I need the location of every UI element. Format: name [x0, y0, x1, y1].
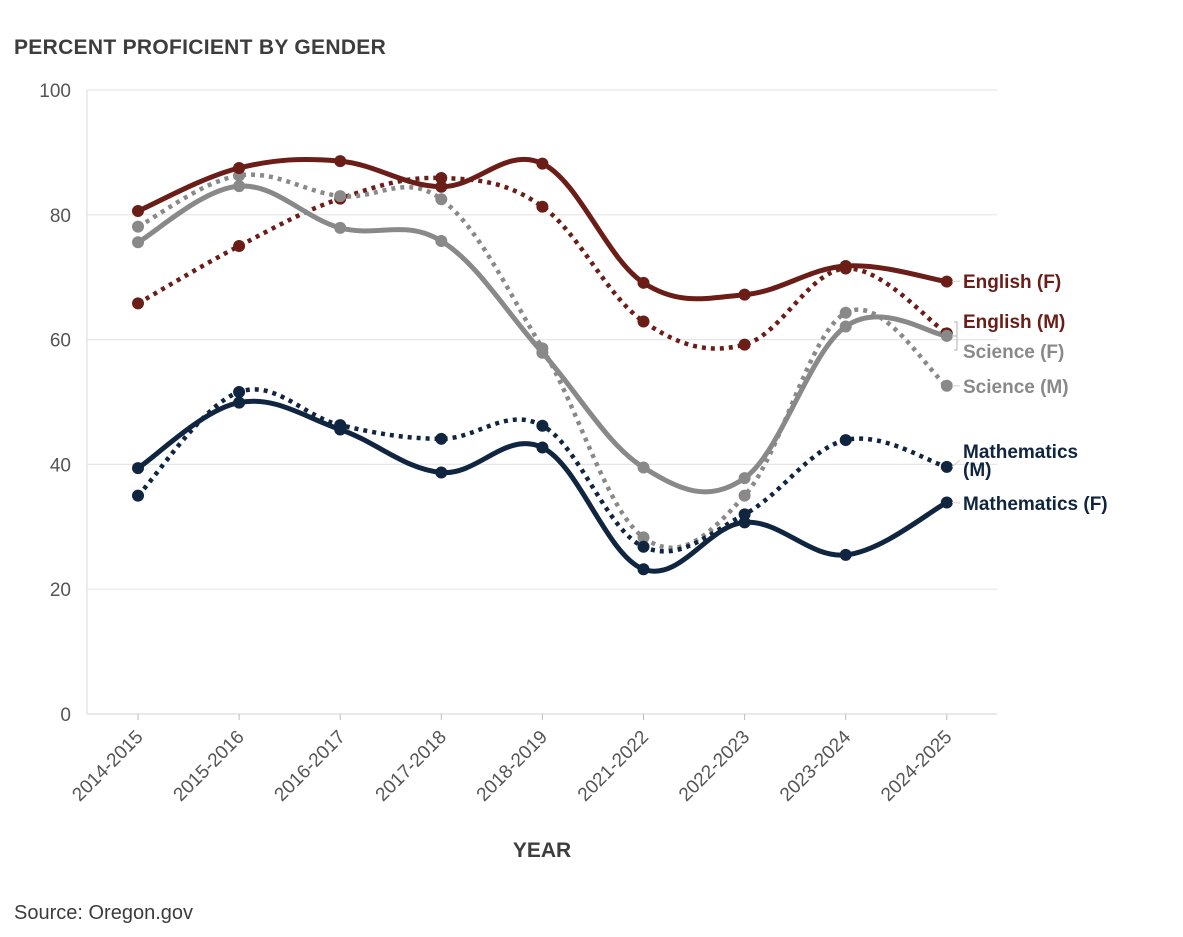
x-tick-label: 2022-2023	[675, 727, 754, 806]
data-point-mathematics-f	[940, 496, 953, 509]
data-point-english-m	[738, 338, 751, 351]
data-point-english-f	[435, 180, 448, 193]
series-label-english-m: English (M)	[963, 312, 1065, 333]
data-point-mathematics-m	[435, 432, 448, 445]
x-tick-label: 2024-2025	[877, 727, 956, 806]
data-point-english-f	[738, 288, 751, 301]
label-leader-line	[951, 501, 961, 504]
data-point-mathematics-m	[839, 434, 852, 447]
series-label-mathematics-m: Mathematics (M)	[963, 442, 1078, 481]
y-tick-label: 40	[50, 455, 71, 476]
data-point-science-f	[334, 221, 347, 234]
y-tick-label: 60	[50, 331, 71, 352]
data-point-science-m	[435, 193, 448, 206]
series-label-line: English (M)	[963, 312, 1065, 333]
data-point-science-m	[738, 489, 751, 502]
source-note: Source: Oregon.gov	[14, 902, 193, 924]
data-point-mathematics-f	[334, 423, 347, 436]
series-labels: English (F) English (M) Science (F) Science…	[951, 272, 1108, 515]
data-point-english-f	[536, 157, 549, 170]
series-label-line: Science (M)	[963, 377, 1069, 398]
data-point-english-f	[839, 259, 852, 272]
series-label-line: Mathematics (F)	[963, 494, 1108, 515]
x-tick-label: 2018-2019	[473, 727, 552, 806]
data-point-english-m	[132, 297, 144, 310]
data-point-english-f	[233, 162, 246, 174]
series-label-science-m: Science (M)	[963, 377, 1069, 398]
series-line-mathematics-m	[136, 387, 948, 554]
label-bracket	[952, 321, 958, 351]
data-point-mathematics-f	[637, 563, 650, 576]
series-label-line: English (F)	[963, 272, 1061, 293]
data-point-science-m	[637, 531, 650, 544]
y-tick-label: 80	[50, 206, 71, 227]
data-point-science-f	[940, 329, 953, 342]
x-tick-label: 2023-2024	[776, 726, 855, 805]
data-point-science-f	[536, 346, 549, 359]
data-point-mathematics-f	[738, 516, 751, 529]
data-point-science-f	[435, 235, 448, 248]
data-point-science-f	[839, 320, 852, 333]
x-tick-label: 2015-2016	[170, 727, 249, 806]
data-point-english-f	[637, 276, 650, 289]
series-label-english-f: English (F)	[963, 272, 1061, 293]
data-points	[132, 155, 953, 576]
series-label-mathematics-f: Mathematics (F)	[963, 494, 1108, 515]
data-point-science-m	[334, 190, 347, 203]
x-tick-label: 2016-2017	[271, 727, 350, 806]
data-point-english-f	[132, 205, 144, 218]
data-point-science-m	[839, 306, 852, 319]
chart-title: PERCENT PROFICIENT BY GENDER	[14, 36, 387, 59]
data-point-mathematics-f	[839, 548, 852, 561]
data-point-mathematics-m	[233, 386, 246, 399]
series-label-line: Science (F)	[963, 342, 1064, 363]
y-tick-label: 100	[39, 81, 71, 102]
x-axis-title: YEAR	[513, 839, 571, 862]
data-point-english-m	[233, 240, 246, 252]
data-point-mathematics-f	[435, 466, 448, 479]
series-lines	[136, 156, 949, 574]
data-point-mathematics-f	[233, 396, 246, 409]
data-point-science-m	[132, 220, 144, 233]
label-leader-line	[951, 280, 961, 283]
data-point-english-m	[435, 171, 448, 184]
data-point-english-m	[536, 200, 549, 213]
data-point-english-f	[940, 275, 953, 288]
data-point-science-f	[132, 236, 144, 249]
data-point-english-f	[334, 155, 347, 168]
data-point-mathematics-f	[536, 441, 549, 454]
data-point-science-f	[637, 461, 650, 474]
series-line-science-m	[136, 172, 949, 550]
data-point-mathematics-m	[637, 540, 650, 553]
series-label-line: Mathematics	[963, 442, 1078, 463]
data-point-english-m	[637, 315, 650, 328]
data-point-mathematics-f	[132, 462, 144, 475]
series-label-science-f: Science (F)	[963, 342, 1064, 363]
data-point-mathematics-m	[940, 460, 953, 473]
data-point-mathematics-m	[132, 489, 144, 502]
y-tick-label: 0	[60, 705, 71, 726]
y-tick-label: 20	[50, 580, 71, 601]
series-label-line: (M)	[963, 460, 991, 481]
x-tick-label: 2017-2018	[372, 727, 451, 806]
data-point-science-m	[940, 379, 953, 392]
series-line-science-f	[136, 183, 948, 495]
x-tick-label: 2021-2022	[574, 727, 653, 806]
label-leader-line	[951, 459, 961, 468]
series-line-english-f	[137, 156, 948, 302]
data-point-science-f	[738, 472, 751, 485]
data-point-science-f	[233, 180, 246, 193]
data-point-mathematics-m	[536, 419, 549, 432]
x-tick-label: 2014-2015	[68, 727, 147, 806]
